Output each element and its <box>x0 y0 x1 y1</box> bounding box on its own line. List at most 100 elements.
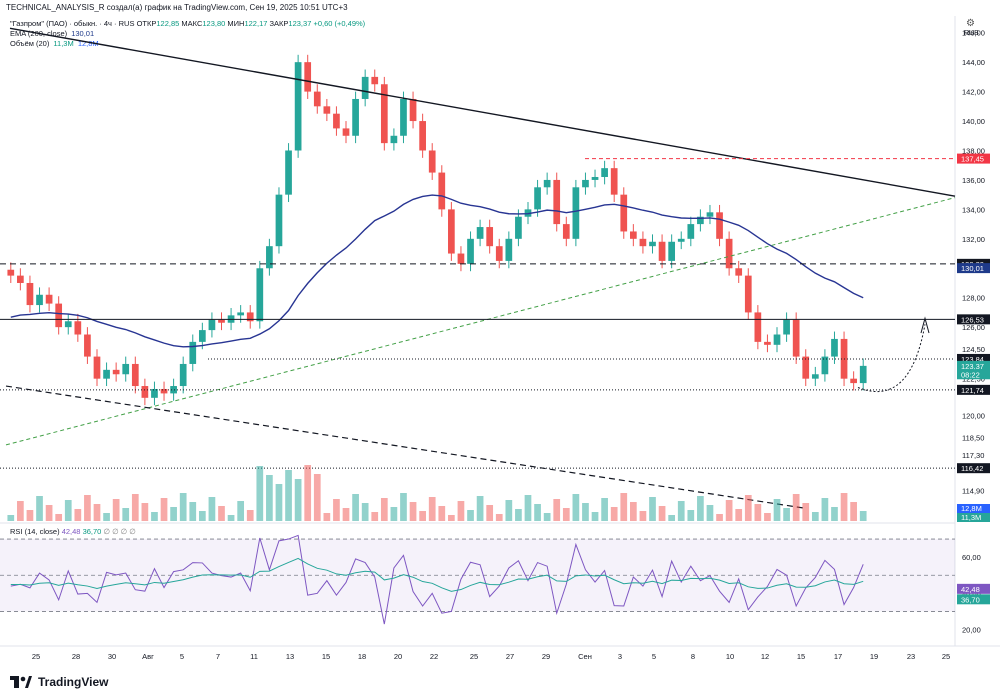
price-tick-label: 118,50 <box>962 434 984 443</box>
rsi-value-box <box>957 583 990 594</box>
volume-bar <box>639 511 647 521</box>
volume-bar <box>802 503 810 521</box>
candle <box>237 312 245 316</box>
candle <box>55 303 63 328</box>
volume-bar <box>419 511 426 521</box>
high-value: 123,80 <box>202 19 226 28</box>
volume-bar <box>151 512 158 521</box>
price-label: 137,45 <box>961 155 984 164</box>
volume-bar <box>323 513 331 521</box>
volume-bar <box>773 499 781 521</box>
price-tick-label: 138,00 <box>962 146 985 155</box>
tradingview-brand[interactable]: TradingView <box>10 675 108 689</box>
volume-bar <box>400 493 407 521</box>
price-tick-label: 120,00 <box>962 411 985 420</box>
price-tick-label: 136,00 <box>962 176 985 185</box>
symbol-name: "Газпром" (ПАО) · обыкн. · 4ч · RUS <box>10 19 135 28</box>
volume-bar <box>706 505 714 521</box>
volume-bar <box>543 513 551 521</box>
time-tick-label: 29 <box>542 652 550 661</box>
projection-arrow <box>857 324 926 392</box>
time-tick-label: 5 <box>180 652 184 661</box>
time-tick-label: 22 <box>430 652 438 661</box>
candle <box>764 341 771 345</box>
volume-bar <box>505 500 513 521</box>
candle <box>850 378 857 384</box>
candle <box>562 224 570 239</box>
volume-bar <box>361 503 369 521</box>
volume-bar <box>467 510 474 521</box>
time-tick-label: Сен <box>578 652 592 661</box>
candle <box>390 135 398 144</box>
volume-bar <box>591 512 599 521</box>
candle <box>438 172 446 210</box>
volume-label: Объём (20) <box>10 39 50 48</box>
volume-bar <box>390 507 398 521</box>
candle <box>792 319 800 357</box>
volume-bar <box>811 512 819 521</box>
candle <box>725 238 733 269</box>
price-label: 08:22 <box>961 370 980 379</box>
price-label-box <box>957 360 990 371</box>
candle <box>218 319 225 323</box>
candle <box>208 319 216 331</box>
price-tick-label: 142,00 <box>962 88 985 97</box>
candle <box>371 76 379 85</box>
volume-bar <box>55 514 63 521</box>
downtrend-line <box>9 27 956 197</box>
volume-bar <box>371 512 379 521</box>
volume-bar <box>352 494 359 521</box>
volume-bar <box>218 506 225 521</box>
volume-bar <box>208 497 216 521</box>
header-title: TECHNICAL_ANALYSIS_R создал(а) график на… <box>6 3 348 12</box>
volume-bar <box>256 466 264 521</box>
volume-bar <box>859 511 867 521</box>
price-label: 130,01 <box>961 264 984 273</box>
volume-bar <box>821 498 829 521</box>
volume-bar <box>553 499 561 521</box>
candle <box>457 253 465 264</box>
candle <box>515 216 522 239</box>
volume-bar <box>476 496 484 521</box>
candle <box>706 212 714 217</box>
time-tick-label: 17 <box>834 652 842 661</box>
support-trend-line <box>5 385 806 509</box>
candle <box>93 356 101 379</box>
time-tick-label: 25 <box>32 652 40 661</box>
volume-bar <box>84 495 91 521</box>
candle <box>361 76 369 99</box>
candle <box>716 212 723 239</box>
candle <box>735 268 743 276</box>
volume-bar <box>620 493 628 521</box>
volume-bar <box>687 510 695 521</box>
candle <box>160 388 168 394</box>
volume-bar <box>601 498 608 521</box>
candle <box>17 275 24 283</box>
candle <box>7 269 15 276</box>
volume-bar <box>840 493 848 521</box>
volume-bar <box>17 501 24 521</box>
candle <box>687 224 695 239</box>
price-label: 123,37 <box>961 362 984 371</box>
time-tick-label: 11 <box>250 652 258 661</box>
price-label-box <box>957 263 990 274</box>
price-chart[interactable]: 146,00 144,00 142,00 140,00 138,00 136,00 134,… <box>0 0 1000 669</box>
candle <box>821 356 829 375</box>
candle <box>610 168 618 195</box>
volume-value: 11,3M <box>53 39 74 48</box>
volume-bar <box>333 499 340 521</box>
candle <box>141 386 149 398</box>
candle <box>64 321 72 328</box>
candle <box>428 150 436 173</box>
candle <box>313 91 321 107</box>
volume-bar <box>610 507 618 521</box>
candle <box>620 194 628 232</box>
volume-bar <box>582 503 589 521</box>
candle <box>697 216 704 225</box>
volume-bar <box>131 494 139 521</box>
volume-bar <box>189 502 197 521</box>
volume-bar <box>246 510 254 521</box>
volume-bar <box>64 500 72 521</box>
gear-icon[interactable]: ⚙ <box>966 18 975 29</box>
volume-bar <box>629 502 637 521</box>
